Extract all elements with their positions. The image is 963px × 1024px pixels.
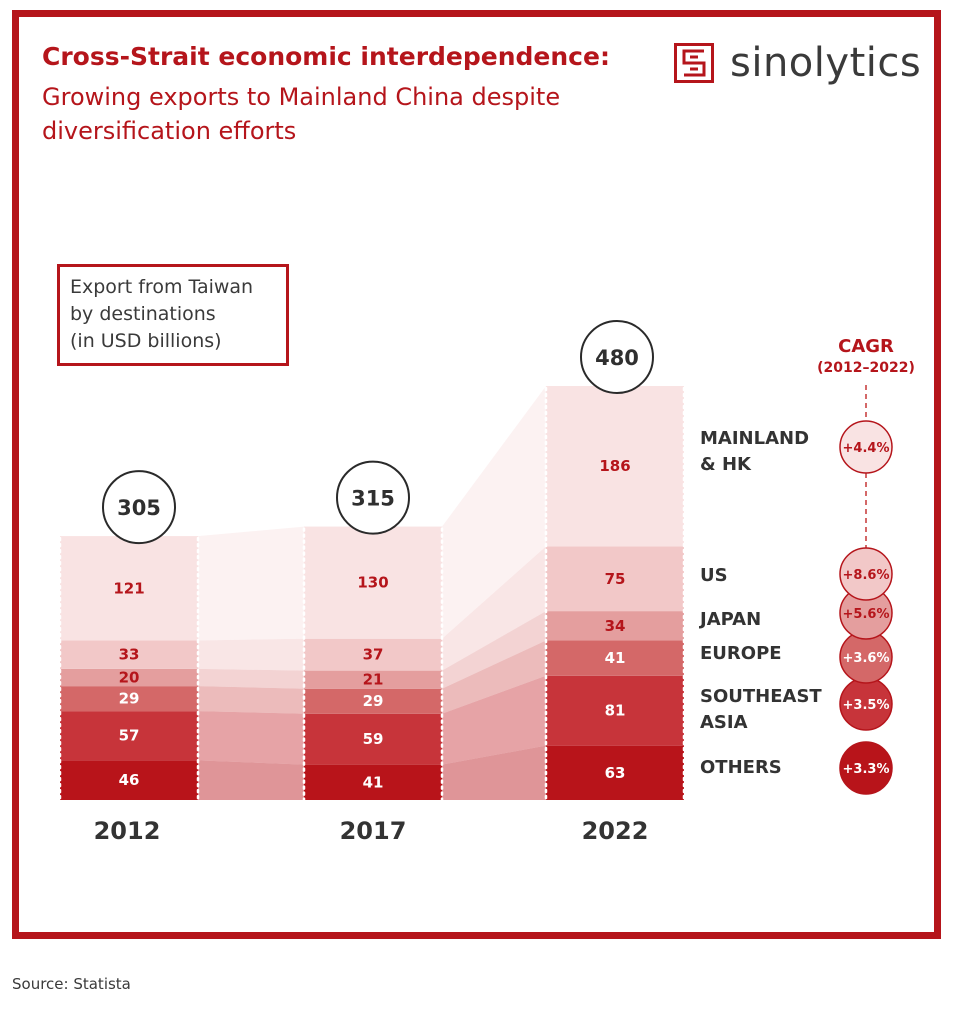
cagr-value-europe: +3.6% <box>843 651 890 666</box>
value-label-europe-2022: 41 <box>605 649 626 667</box>
value-label-europe-2012: 29 <box>119 690 140 708</box>
connector-japan-2012-2017 <box>198 668 304 689</box>
total-label-2017: 315 <box>351 487 395 511</box>
cagr-value-us: +8.6% <box>843 568 890 583</box>
bar-others-2012 <box>60 760 198 800</box>
legend-line-3: (in USD billions) <box>70 330 222 352</box>
connector-europe-2012-2017 <box>198 686 304 714</box>
value-label-mainland-and-hk-2022: 186 <box>599 457 630 475</box>
connector-us-2017-2022 <box>442 546 546 671</box>
bar-southeast-asia-2017 <box>304 713 442 765</box>
value-label-japan-2022: 34 <box>605 617 626 635</box>
bar-mainland-and-hk-2022 <box>546 386 684 547</box>
logo: sinolytics <box>674 38 921 88</box>
cagr-value-others: +3.3% <box>843 762 890 777</box>
legend-box: Export from Taiwan by destinations (in U… <box>57 264 289 366</box>
chart-title: Cross-Strait economic interdependence: <box>42 42 610 71</box>
value-label-southeast-asia-2022: 81 <box>605 702 626 720</box>
series-label-mainland-and-hk-line-1: MAINLAND <box>700 428 809 449</box>
legend-line-1: Export from Taiwan <box>70 276 254 298</box>
value-label-others-2012: 46 <box>119 771 140 789</box>
series-label-us: US <box>700 565 728 586</box>
cagr-value-southeast-asia: +3.5% <box>843 698 890 713</box>
connector-japan-2017-2022 <box>442 611 546 689</box>
value-label-japan-2012: 20 <box>119 669 140 687</box>
value-label-southeast-asia-2012: 57 <box>119 727 140 745</box>
connector-southeast-asia-2017-2022 <box>442 675 546 765</box>
bar-southeast-asia-2012 <box>60 711 198 761</box>
value-label-mainland-and-hk-2012: 121 <box>113 579 144 597</box>
cagr-header: CAGR <box>838 336 894 357</box>
value-label-us-2017: 37 <box>363 646 384 664</box>
bar-southeast-asia-2022 <box>546 675 684 746</box>
connector-others-2017-2022 <box>442 745 546 800</box>
bar-mainland-and-hk-2017 <box>304 526 442 639</box>
legend-line-2: by destinations <box>70 303 216 325</box>
connector-mainland-and-hk-2017-2022 <box>442 386 546 639</box>
connector-southeast-asia-2012-2017 <box>198 711 304 765</box>
bar-europe-2017 <box>304 688 442 714</box>
sinolytics-logo-icon <box>674 43 714 83</box>
source-note: Source: Statista <box>12 975 131 993</box>
bar-us-2012 <box>60 640 198 669</box>
value-label-mainland-and-hk-2017: 130 <box>357 574 388 592</box>
cagr-bubble-us <box>839 547 893 601</box>
cagr-value-mainland-and-hk: +4.4% <box>843 441 890 456</box>
series-label-southeast-asia-line-2: ASIA <box>700 712 748 733</box>
logo-text: sinolytics <box>730 40 922 86</box>
bar-japan-2017 <box>304 670 442 689</box>
series-label-southeast-asia-line-1: SOUTHEAST <box>700 686 822 707</box>
total-circle-2012 <box>102 470 176 545</box>
value-label-europe-2017: 29 <box>363 692 384 710</box>
cagr-bubble-others <box>839 741 893 795</box>
series-label-others: OTHERS <box>700 757 782 778</box>
chart-subtitle: Growing exports to Mainland China despit… <box>42 83 561 145</box>
value-label-us-2012: 33 <box>119 646 140 664</box>
total-label-2022: 480 <box>595 346 639 370</box>
total-circle-2017 <box>336 460 410 535</box>
value-label-us-2022: 75 <box>605 570 626 588</box>
connector-others-2012-2017 <box>198 760 304 800</box>
total-circle-2022 <box>580 320 654 394</box>
cagr-period: (2012–2022) <box>817 360 915 376</box>
cagr-bubble-mainland-and-hk <box>839 420 893 474</box>
bar-japan-2022 <box>546 611 684 641</box>
series-label-mainland-and-hk-line-2: & HK <box>700 454 752 475</box>
value-label-japan-2017: 21 <box>363 671 384 689</box>
value-label-others-2022: 63 <box>605 764 626 782</box>
total-label-2012: 305 <box>117 496 161 520</box>
bar-others-2022 <box>546 745 684 800</box>
bar-japan-2012 <box>60 668 198 687</box>
connector-europe-2017-2022 <box>442 640 546 714</box>
bar-us-2022 <box>546 546 684 612</box>
connector-mainland-and-hk-2012-2017 <box>198 526 304 641</box>
bar-us-2017 <box>304 638 442 671</box>
value-label-southeast-asia-2017: 59 <box>363 730 384 748</box>
value-label-others-2017: 41 <box>363 773 384 791</box>
category-label-2022: 2022 <box>582 817 649 845</box>
series-label-japan: JAPAN <box>698 609 761 630</box>
bar-mainland-and-hk-2012 <box>60 536 198 641</box>
bar-europe-2022 <box>546 640 684 676</box>
cagr-value-japan: +5.6% <box>843 607 890 622</box>
connector-us-2012-2017 <box>198 638 304 671</box>
bar-others-2017 <box>304 764 442 800</box>
series-label-europe: EUROPE <box>700 643 782 664</box>
bar-europe-2012 <box>60 686 198 712</box>
category-label-2017: 2017 <box>340 817 407 845</box>
category-label-2012: 2012 <box>94 817 161 845</box>
